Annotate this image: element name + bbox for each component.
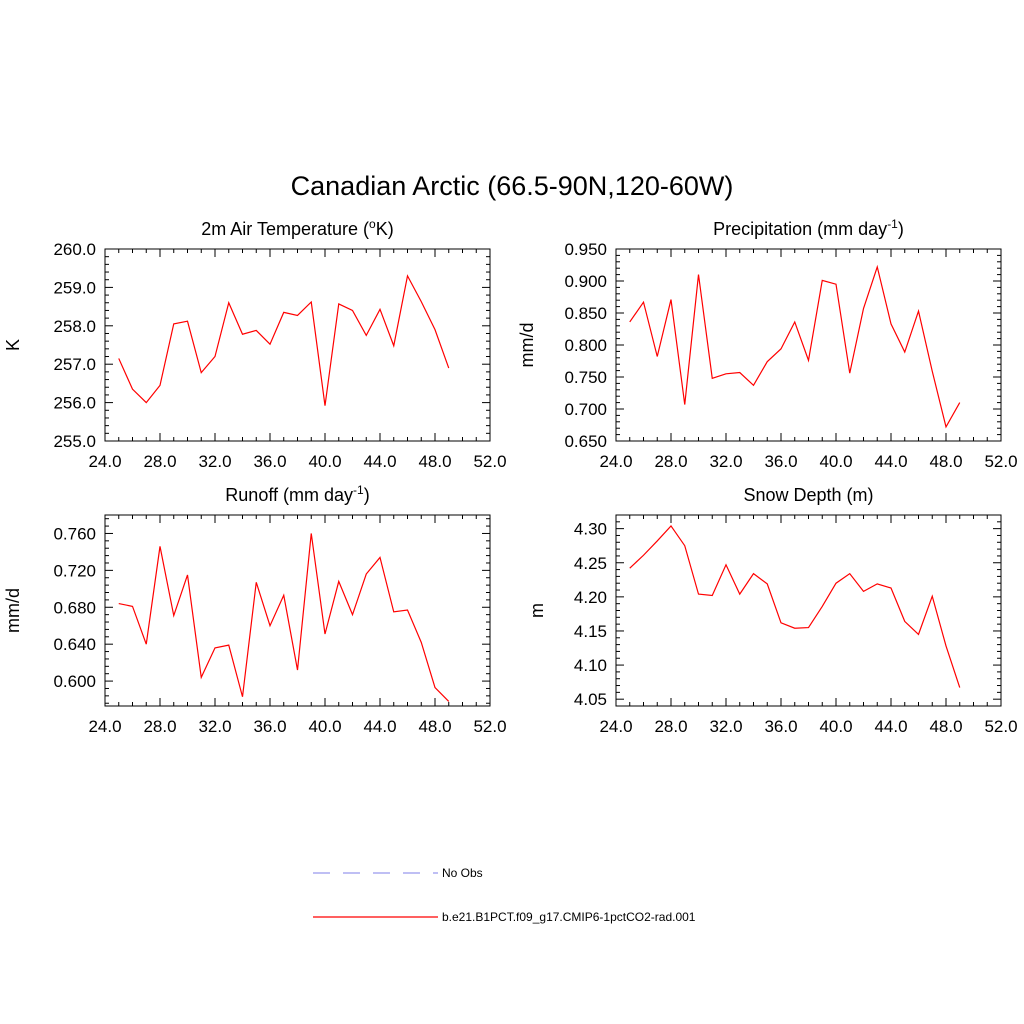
panel-title: Runoff (mm day-1) <box>225 483 369 505</box>
y-axis-label: m <box>527 603 547 618</box>
chart-panel-3: Runoff (mm day-1) 24.0 28.0 32.0 36.0 40.0 44.… <box>3 483 507 736</box>
x-tick-label: 44.0 <box>363 452 396 471</box>
y-tick-label: 260.0 <box>53 240 96 259</box>
y-tick-label: 0.850 <box>564 304 607 323</box>
x-tick-label: 52.0 <box>984 452 1017 471</box>
panel-title-text: Snow Depth (m) <box>743 485 873 505</box>
x-tick-label: 28.0 <box>654 717 687 736</box>
y-axis-label: mm/d <box>517 323 537 368</box>
y-tick-label: 0.750 <box>564 368 607 387</box>
series-line <box>629 524 961 688</box>
panel-title-suffix: ) <box>898 219 904 239</box>
panel-title-suffix: ) <box>364 485 370 505</box>
y-tick-label: 4.25 <box>574 554 607 573</box>
panel-title-superscript: -1 <box>887 217 898 231</box>
y-tick-label: 4.20 <box>574 588 607 607</box>
x-tick-label: 48.0 <box>929 717 962 736</box>
x-tick-label: 28.0 <box>143 717 176 736</box>
y-axis-label: mm/d <box>3 588 23 633</box>
y-tick-label: 255.0 <box>53 432 96 451</box>
x-tick-label: 48.0 <box>418 717 451 736</box>
panel-title-suffix: K) <box>376 219 394 239</box>
y-tick-label: 0.700 <box>564 400 607 419</box>
x-tick-label: 48.0 <box>418 452 451 471</box>
y-tick-label: 0.680 <box>53 598 96 617</box>
y-tick-label: 259.0 <box>53 278 96 297</box>
y-axis-label: K <box>3 339 23 351</box>
x-tick-label: 24.0 <box>599 452 632 471</box>
y-tick-label: 4.30 <box>574 520 607 539</box>
x-tick-label: 32.0 <box>198 452 231 471</box>
panel-title: Precipitation (mm day-1) <box>713 217 904 239</box>
chart-panel-4: Snow Depth (m) 24.0 28.0 32.0 36.0 40.0 44.0 48… <box>527 485 1018 736</box>
panel-title-text: Runoff (mm day <box>225 485 353 505</box>
plot-frame <box>615 514 1002 707</box>
x-tick-label: 40.0 <box>819 717 852 736</box>
x-tick-label: 52.0 <box>473 452 506 471</box>
legend: No Obs b.e21.B1PCT.f09_g17.CMIP6-1pctCO2-… <box>313 866 696 924</box>
x-tick-label: 36.0 <box>764 452 797 471</box>
x-tick-label: 36.0 <box>764 717 797 736</box>
chart-panel-2: Precipitation (mm day-1) 24.0 28.0 32.0 36.0… <box>517 217 1018 471</box>
panel-title-superscript: o <box>369 217 376 231</box>
x-tick-label: 32.0 <box>198 717 231 736</box>
chart-panel-1: 2m Air Temperature (oK) 24.0 28.0 32.0 36.0 4… <box>3 217 507 471</box>
figure-title: Canadian Arctic (66.5-90N,120-60W) <box>291 171 734 201</box>
y-tick-label: 0.640 <box>53 635 96 654</box>
y-tick-label: 4.15 <box>574 622 607 641</box>
x-tick-label: 40.0 <box>308 717 341 736</box>
x-tick-label: 28.0 <box>143 452 176 471</box>
y-tick-label: 0.950 <box>564 240 607 259</box>
y-tick-label: 0.900 <box>564 272 607 291</box>
y-tick-label: 0.720 <box>53 561 96 580</box>
series-line <box>629 264 961 429</box>
x-tick-label: 24.0 <box>88 717 121 736</box>
y-tick-label: 257.0 <box>53 355 96 374</box>
panel-title: 2m Air Temperature (oK) <box>201 217 393 239</box>
x-tick-label: 40.0 <box>819 452 852 471</box>
series-line <box>118 533 450 702</box>
y-tick-label: 258.0 <box>53 317 96 336</box>
plot-frame <box>104 248 491 442</box>
y-tick-label: 0.760 <box>53 524 96 543</box>
x-tick-label: 36.0 <box>253 452 286 471</box>
y-tick-label: 0.650 <box>564 432 607 451</box>
y-tick-label: 0.800 <box>564 336 607 355</box>
x-tick-label: 32.0 <box>709 452 742 471</box>
x-tick-label: 52.0 <box>984 717 1017 736</box>
x-tick-label: 44.0 <box>874 452 907 471</box>
x-tick-label: 52.0 <box>473 717 506 736</box>
y-tick-label: 0.600 <box>53 672 96 691</box>
x-tick-label: 36.0 <box>253 717 286 736</box>
x-tick-label: 40.0 <box>308 452 341 471</box>
x-tick-label: 32.0 <box>709 717 742 736</box>
x-tick-label: 28.0 <box>654 452 687 471</box>
x-tick-label: 44.0 <box>874 717 907 736</box>
legend-label-1: No Obs <box>442 866 483 880</box>
series-line <box>118 274 450 406</box>
legend-label-2: b.e21.B1PCT.f09_g17.CMIP6-1pctCO2-rad.00… <box>442 910 696 924</box>
panel-title-text: 2m Air Temperature ( <box>201 219 369 239</box>
x-tick-label: 48.0 <box>929 452 962 471</box>
panel-title: Snow Depth (m) <box>743 485 873 505</box>
panel-title-text: Precipitation (mm day <box>713 219 887 239</box>
y-tick-label: 4.05 <box>574 690 607 709</box>
x-tick-label: 24.0 <box>599 717 632 736</box>
x-tick-label: 24.0 <box>88 452 121 471</box>
panel-title-superscript: -1 <box>353 483 364 497</box>
x-tick-label: 44.0 <box>363 717 396 736</box>
plot-frame <box>615 248 1002 442</box>
y-tick-label: 256.0 <box>53 394 96 413</box>
y-tick-label: 4.10 <box>574 656 607 675</box>
